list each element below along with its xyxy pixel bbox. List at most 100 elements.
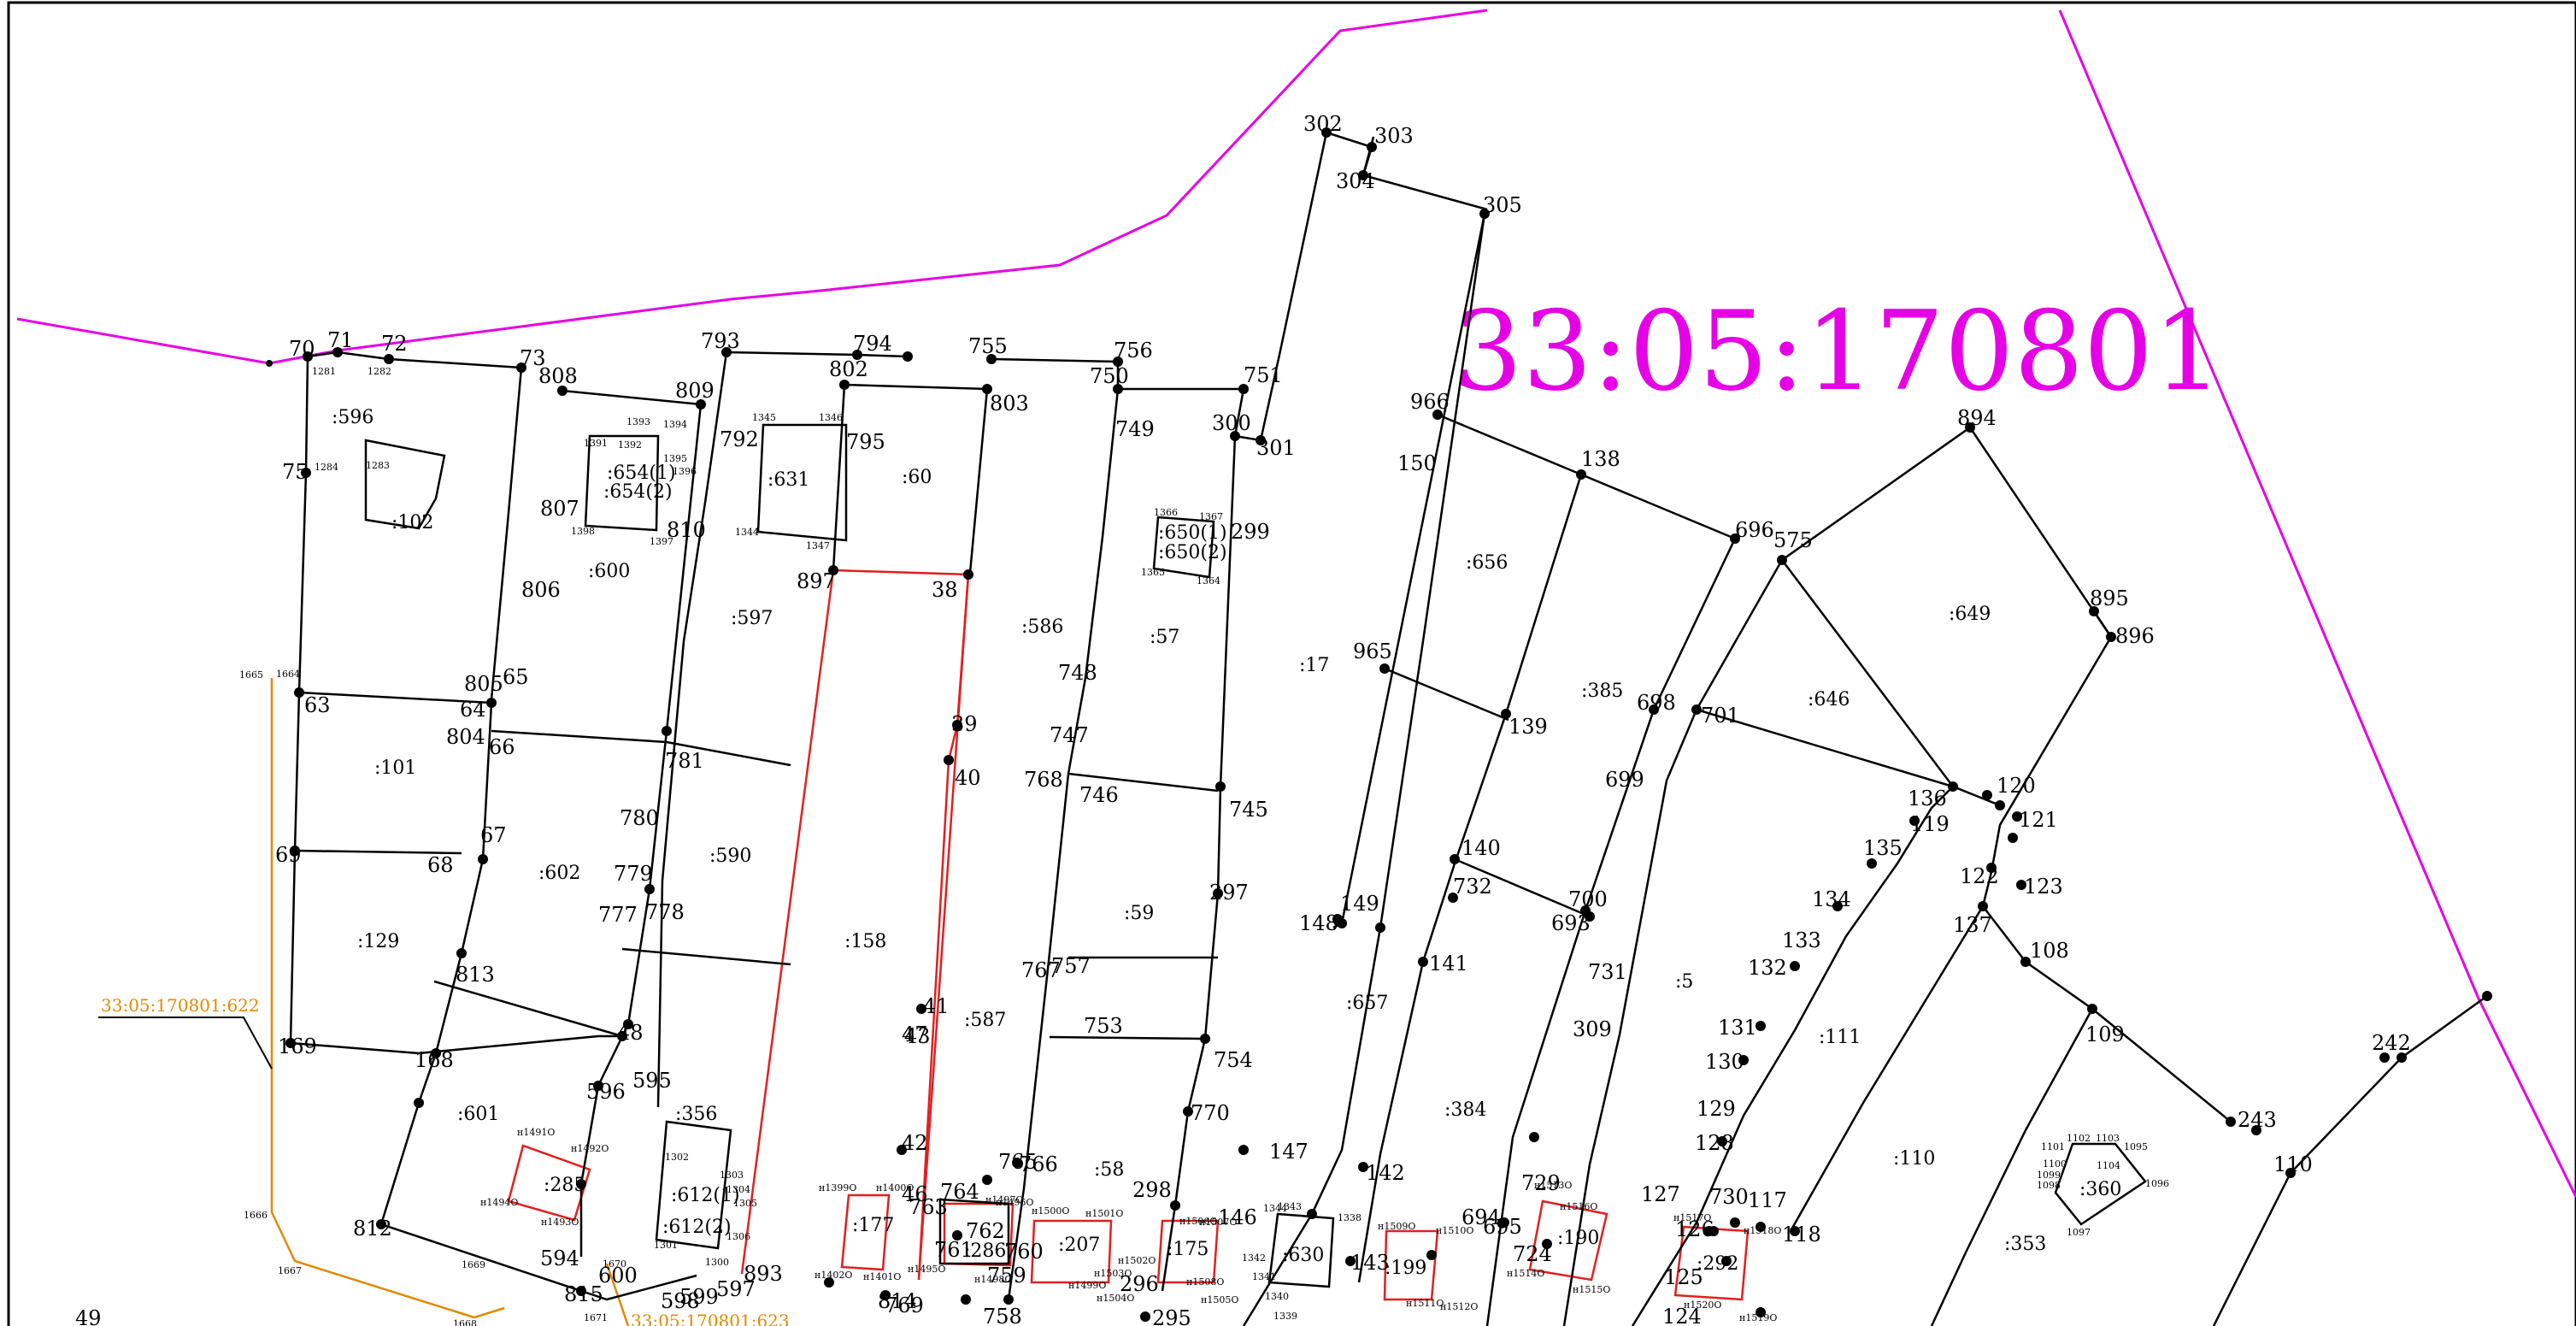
svg-text:724: 724: [1513, 1242, 1552, 1266]
svg-text:49: 49: [75, 1306, 102, 1326]
svg-text:810: 810: [667, 518, 706, 542]
svg-text:757: 757: [1051, 954, 1091, 978]
svg-text:1098: 1098: [2037, 1180, 2061, 1191]
svg-text:120: 120: [1997, 774, 2036, 798]
svg-text:169: 169: [278, 1034, 317, 1058]
svg-text:150: 150: [1397, 451, 1437, 475]
svg-text:н1510О: н1510О: [1436, 1225, 1473, 1236]
svg-text:н1504О: н1504О: [1097, 1293, 1134, 1304]
svg-text:242: 242: [2372, 1031, 2411, 1055]
svg-text:147: 147: [1269, 1140, 1309, 1164]
svg-text::657: :657: [1346, 993, 1388, 1014]
svg-text:н1514О: н1514О: [1507, 1268, 1544, 1279]
svg-text::175: :175: [1167, 1239, 1209, 1260]
svg-text::631: :631: [768, 469, 809, 491]
svg-text:896: 896: [2115, 624, 2155, 648]
svg-text:н1505О: н1505О: [1201, 1294, 1238, 1305]
svg-text:599: 599: [679, 1285, 719, 1309]
svg-text:575: 575: [1773, 528, 1813, 552]
svg-text:н1519О: н1519О: [1739, 1312, 1777, 1323]
svg-text:125: 125: [1664, 1265, 1703, 1289]
svg-text:123: 123: [2024, 875, 2063, 899]
svg-text:н1508О: н1508О: [1186, 1276, 1224, 1288]
svg-text:42: 42: [902, 1131, 928, 1155]
svg-text:117: 117: [1748, 1188, 1787, 1212]
building-point-labels: 1281 1282 1283 1284 1345 1346 1347 1344 …: [239, 366, 2169, 1326]
svg-text::286: :286: [964, 1241, 1006, 1262]
svg-text:299: 299: [1231, 520, 1270, 544]
svg-text:1671: 1671: [584, 1312, 608, 1323]
svg-text:305: 305: [1483, 193, 1522, 217]
svg-text:770: 770: [1191, 1101, 1230, 1125]
quarter-number-title: 33:05:170801: [1453, 288, 2223, 415]
svg-text:131: 131: [1718, 1016, 1757, 1040]
svg-text:н1517О: н1517О: [1673, 1212, 1711, 1223]
svg-text:1342: 1342: [1242, 1252, 1266, 1264]
svg-text:1366: 1366: [1154, 507, 1178, 518]
svg-text:122: 122: [1960, 864, 1999, 888]
svg-text:142: 142: [1366, 1161, 1405, 1185]
svg-text::5: :5: [1675, 971, 1693, 993]
svg-text::649: :649: [1949, 604, 1991, 625]
svg-text:127: 127: [1641, 1182, 1680, 1206]
svg-text:н1513О: н1513О: [1534, 1180, 1572, 1191]
svg-text::596: :596: [332, 407, 373, 428]
svg-text:1397: 1397: [650, 536, 673, 547]
svg-text::654(1): :654(1): [607, 463, 676, 484]
svg-text:39: 39: [951, 712, 978, 736]
svg-text:126: 126: [1675, 1217, 1714, 1241]
svg-text:н1491О: н1491О: [517, 1127, 555, 1138]
svg-text:766: 766: [1019, 1152, 1058, 1176]
svg-text:121: 121: [2019, 808, 2058, 832]
svg-text:1396: 1396: [673, 466, 697, 477]
point-markers: [266, 127, 2492, 1322]
svg-text:1344: 1344: [735, 527, 759, 538]
svg-text:296: 296: [1120, 1272, 1159, 1296]
svg-text::587: :587: [964, 1010, 1006, 1031]
svg-text:699: 699: [1605, 768, 1644, 792]
parcel-labels: :596 :102 :600 :654(1) :654(2) :631 :60 …: [332, 407, 2121, 1279]
svg-text:756: 756: [1114, 339, 1153, 362]
svg-text:600: 600: [598, 1264, 638, 1288]
svg-text:66: 66: [489, 735, 515, 759]
svg-text:809: 809: [675, 379, 715, 403]
svg-text::110: :110: [1893, 1148, 1935, 1170]
svg-text:118: 118: [1782, 1223, 1821, 1246]
svg-text::58: :58: [1094, 1159, 1124, 1181]
svg-text:48: 48: [617, 1021, 644, 1045]
svg-text:1669: 1669: [462, 1259, 485, 1270]
svg-text:298: 298: [1132, 1178, 1172, 1202]
svg-text:67: 67: [480, 823, 507, 847]
svg-text:747: 747: [1050, 723, 1089, 747]
svg-text:н1495О: н1495О: [908, 1264, 945, 1275]
svg-text:1099: 1099: [2037, 1170, 2061, 1181]
svg-text:н1492О: н1492О: [571, 1143, 609, 1154]
svg-text:1301: 1301: [654, 1240, 678, 1251]
svg-text:1104: 1104: [2097, 1160, 2120, 1171]
svg-text:1345: 1345: [752, 412, 776, 423]
svg-text:148: 148: [1299, 911, 1338, 935]
svg-text:761: 761: [934, 1238, 973, 1262]
svg-text:1101: 1101: [2041, 1141, 2065, 1152]
svg-text:693: 693: [1551, 911, 1591, 935]
svg-text:н1494О: н1494О: [480, 1197, 518, 1208]
svg-text:н1496О: н1496О: [996, 1197, 1033, 1208]
svg-text:815: 815: [564, 1282, 603, 1306]
svg-text:168: 168: [415, 1048, 454, 1072]
svg-text:762: 762: [966, 1219, 1005, 1243]
svg-text:695: 695: [1483, 1215, 1522, 1239]
svg-text:295: 295: [1152, 1306, 1191, 1326]
svg-text::360: :360: [2079, 1179, 2121, 1200]
svg-text::102: :102: [391, 512, 433, 533]
svg-text:н1493О: н1493О: [541, 1217, 579, 1228]
callout-label-623: 33:05:170801:623: [631, 1311, 790, 1326]
svg-text:134: 134: [1812, 887, 1851, 911]
svg-text::601: :601: [457, 1104, 499, 1125]
svg-text:72: 72: [381, 332, 408, 356]
svg-text:895: 895: [2090, 586, 2129, 610]
svg-text:41: 41: [923, 994, 950, 1018]
svg-text::207: :207: [1058, 1235, 1100, 1256]
svg-text::586: :586: [1021, 616, 1063, 638]
svg-text:300: 300: [1212, 411, 1251, 435]
